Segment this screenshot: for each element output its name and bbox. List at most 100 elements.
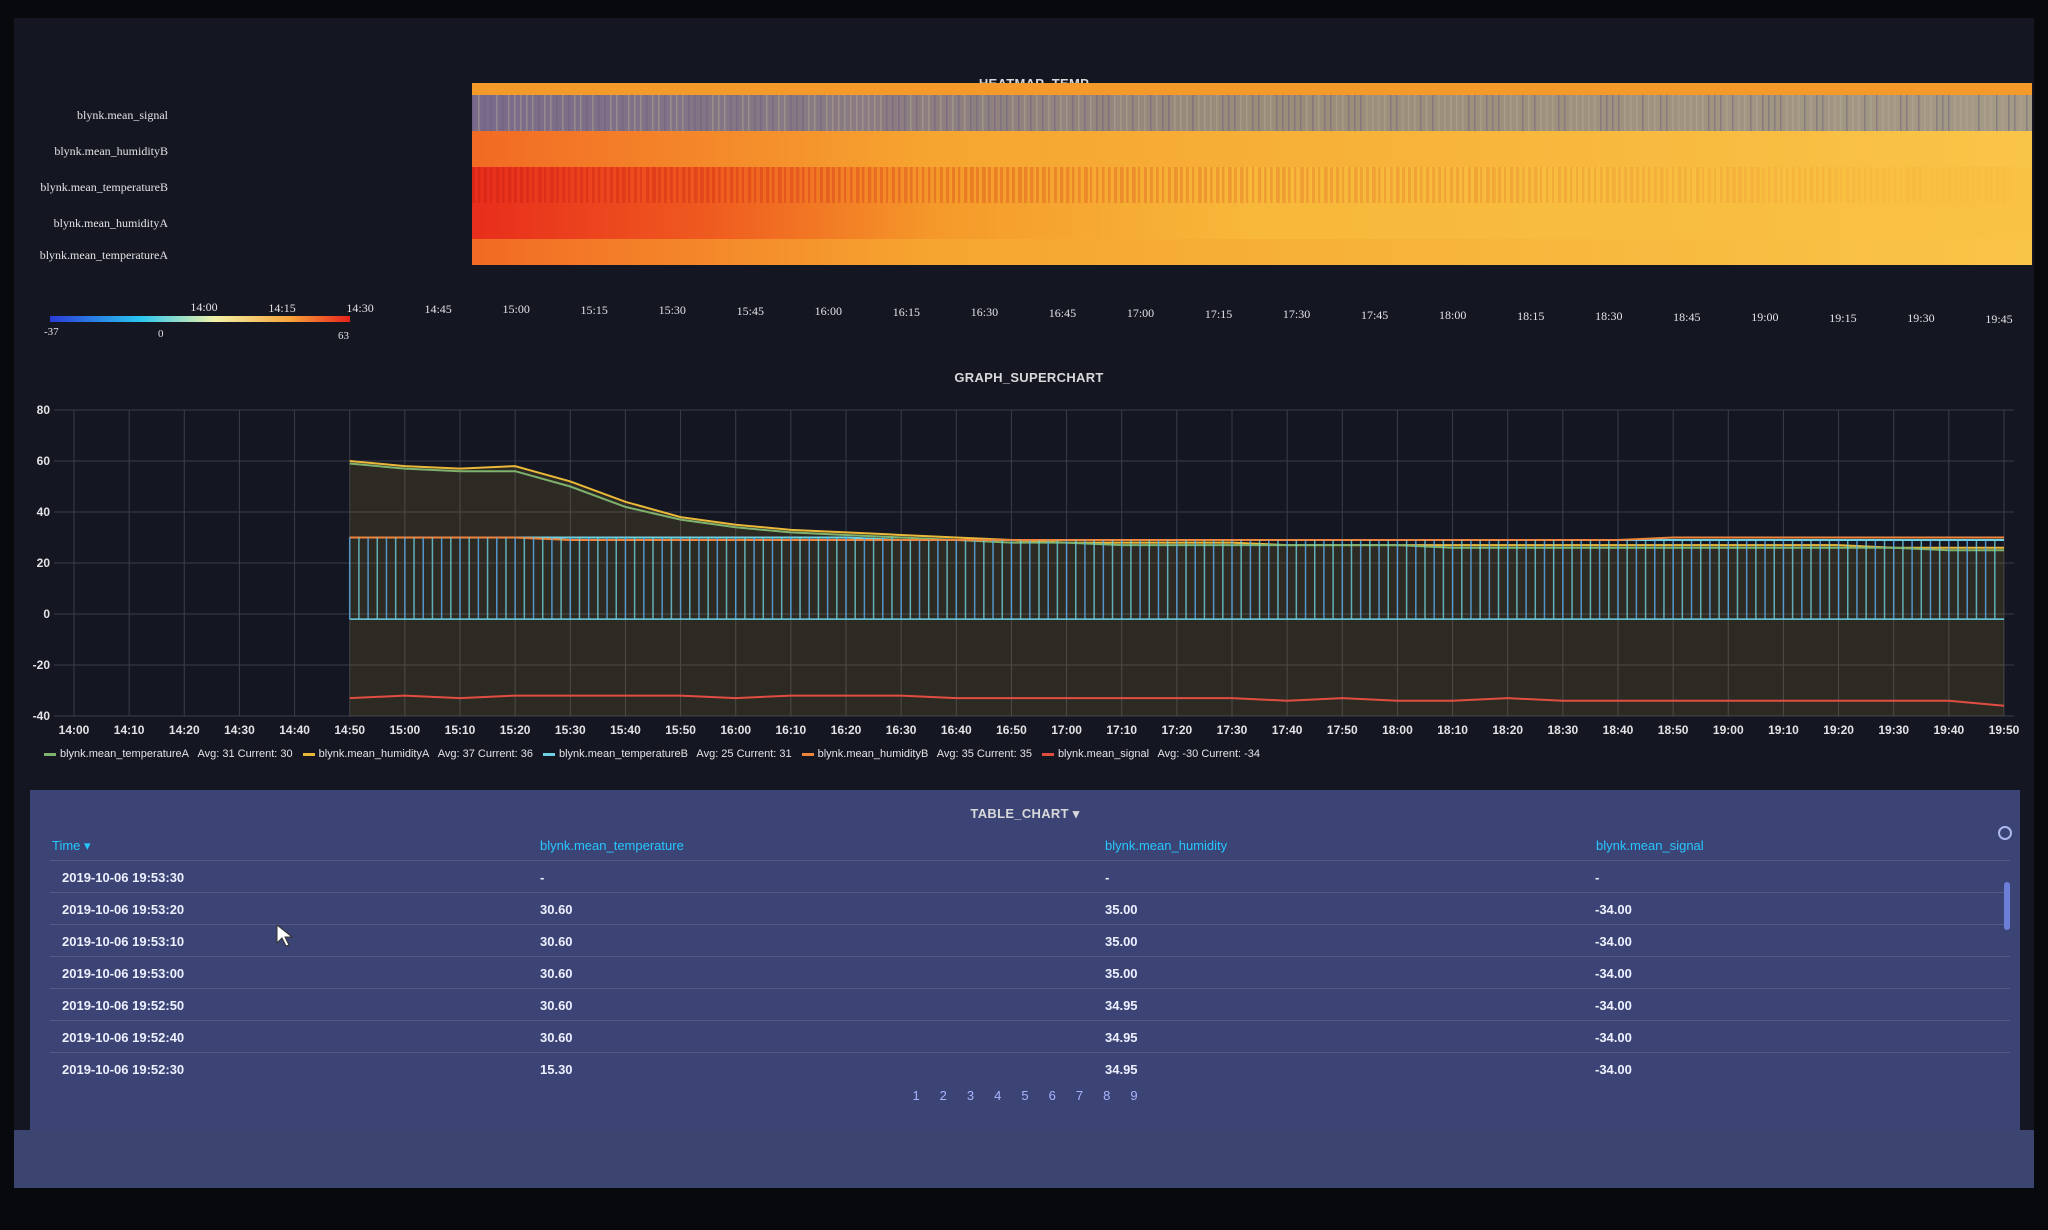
heatmap-cell <box>934 167 937 203</box>
page-link[interactable]: 1 <box>912 1088 920 1103</box>
heatmap-cell <box>844 95 846 131</box>
heatmap-cell <box>1726 167 1730 203</box>
heatmap-cell <box>1216 95 1218 131</box>
heatmap-cell <box>988 167 991 203</box>
legend-series-name: blynk.mean_temperatureA <box>60 748 190 760</box>
heatmap-cell <box>568 95 570 131</box>
heatmap-cell <box>1216 167 1220 203</box>
table-row[interactable]: 2019-10-06 19:52:50 30.60 34.95 -34.00 <box>50 988 2010 1021</box>
x-tick-label: 14:00 <box>59 723 90 737</box>
heatmap-cell <box>748 167 752 203</box>
heatmap-cell <box>1276 95 1278 131</box>
column-header-time[interactable]: Time ▾ <box>52 838 91 854</box>
heatmap-color-scale <box>50 316 350 322</box>
series-line[interactable] <box>349 694 2005 707</box>
heatmap-cell <box>982 95 984 131</box>
table-cell-signal: -34.00 <box>1595 966 1632 981</box>
page-link[interactable]: 5 <box>1021 1088 1029 1103</box>
heatmap-cell <box>1072 95 1074 131</box>
heatmap-cell <box>670 95 672 131</box>
heatmap-cell <box>520 95 522 131</box>
heatmap-cell <box>1600 167 1603 203</box>
table-cell-signal: -34.00 <box>1595 934 1632 949</box>
table-row[interactable]: 2019-10-06 19:53:30 - - - <box>50 860 2010 893</box>
legend-series-stats: Avg: -30 Current: -34 <box>1155 748 1261 760</box>
heatmap-x-tick: 18:30 <box>1595 309 1623 323</box>
heatmap-x-tick: 15:30 <box>658 303 686 317</box>
heatmap-cell <box>790 95 792 131</box>
heatmap-cell <box>652 167 656 203</box>
heatmap-cell <box>706 95 708 131</box>
y-tick-label: -20 <box>33 658 51 672</box>
table-row[interactable]: 2019-10-06 19:52:30 15.30 34.95 -34.00 <box>50 1052 2010 1085</box>
y-tick-label: 60 <box>37 454 51 468</box>
heatmap-cell <box>1882 167 1885 203</box>
heatmap-cell <box>1336 167 1340 203</box>
scale-max-label: 63 <box>338 330 349 342</box>
legend-item[interactable]: blynk.mean_temperatureB Avg: 25 Current:… <box>542 748 792 760</box>
heatmap-cell <box>1888 95 1890 131</box>
page-link[interactable]: 9 <box>1130 1088 1138 1103</box>
heatmap-cell <box>1060 167 1064 203</box>
graph-title[interactable]: GRAPH_SUPERCHART <box>954 370 1104 385</box>
heatmap-cell <box>1900 95 1902 131</box>
x-tick-label: 17:50 <box>1327 723 1358 737</box>
heatmap-cell <box>1336 95 1338 131</box>
heatmap-cell <box>1192 95 1194 131</box>
page-link[interactable]: 8 <box>1103 1088 1111 1103</box>
heatmap-cell <box>1150 95 1152 131</box>
heatmap-cell <box>1816 95 1818 131</box>
x-tick-label: 18:00 <box>1382 723 1413 737</box>
heatmap-cell <box>1006 95 1008 131</box>
scale-min-label: -37 <box>44 326 59 338</box>
heatmap-x-tick: 14:45 <box>424 301 452 316</box>
heatmap-cell <box>742 167 745 203</box>
legend-item[interactable]: blynk.mean_humidityB Avg: 35 Current: 35 <box>801 748 1032 760</box>
y-tick-label: 0 <box>43 607 50 621</box>
table-row[interactable]: 2019-10-06 19:53:00 30.60 35.00 -34.00 <box>50 956 2010 989</box>
table-row[interactable]: 2019-10-06 19:53:10 30.60 35.00 -34.00 <box>50 924 2010 957</box>
heatmap-cell <box>1108 95 1110 131</box>
heatmap-cell <box>910 95 912 131</box>
refresh-icon[interactable] <box>1998 826 2012 840</box>
page-link[interactable]: 2 <box>939 1088 947 1103</box>
column-header-temperature[interactable]: blynk.mean_temperature <box>540 838 684 853</box>
heatmap-cell <box>1546 167 1549 203</box>
heatmap-cell <box>1588 95 1590 131</box>
page-link[interactable]: 3 <box>966 1088 975 1103</box>
table-cell-signal: -34.00 <box>1595 1030 1632 1045</box>
table-cell-humidity: 34.95 <box>1105 1030 1138 1045</box>
heatmap-cell <box>610 95 612 131</box>
x-tick-label: 14:40 <box>279 723 310 737</box>
table-row[interactable]: 2019-10-06 19:52:40 30.60 34.95 -34.00 <box>50 1020 2010 1053</box>
heatmap-cell <box>958 95 960 131</box>
heatmap-cell <box>538 167 542 203</box>
heatmap-cell <box>976 95 978 131</box>
heatmap-cell <box>952 95 954 131</box>
heatmap-x-tick: 16:45 <box>1048 305 1077 320</box>
column-header-humidity[interactable]: blynk.mean_humidity <box>1105 838 1228 853</box>
table-cell-humidity: - <box>1105 870 1110 885</box>
heatmap-cell <box>754 95 756 131</box>
heatmap-cell <box>478 95 480 131</box>
heatmap-row-label: blynk.mean_signal <box>77 108 168 122</box>
heatmap-cell <box>1990 167 1993 203</box>
heatmap-cell <box>1474 167 1478 203</box>
heatmap-cell <box>1906 95 1908 131</box>
table-scrollbar[interactable] <box>2004 882 2010 930</box>
legend-item[interactable]: blynk.mean_temperatureA Avg: 31 Current:… <box>44 748 293 760</box>
legend-item[interactable]: blynk.mean_humidityA Avg: 37 Current: 36 <box>302 748 533 760</box>
page-link[interactable]: 6 <box>1048 1088 1056 1103</box>
heatmap-cell <box>532 167 535 203</box>
heatmap-cell <box>1210 95 1212 131</box>
page-link[interactable]: 4 <box>994 1088 1002 1103</box>
column-header-signal[interactable]: blynk.mean_signal <box>1596 838 1704 853</box>
heatmap-cell <box>1696 167 1700 203</box>
x-tick-label: 18:50 <box>1658 723 1689 737</box>
legend-item[interactable]: blynk.mean_signal Avg: -30 Current: -34 <box>1041 748 1261 760</box>
heatmap-cell <box>640 95 642 131</box>
heatmap-cell <box>1360 167 1363 203</box>
table-row[interactable]: 2019-10-06 19:53:20 30.60 35.00 -34.00 <box>50 892 2010 925</box>
page-link[interactable]: 7 <box>1075 1088 1084 1103</box>
table-title[interactable]: TABLE_CHART ▾ <box>30 806 2020 822</box>
